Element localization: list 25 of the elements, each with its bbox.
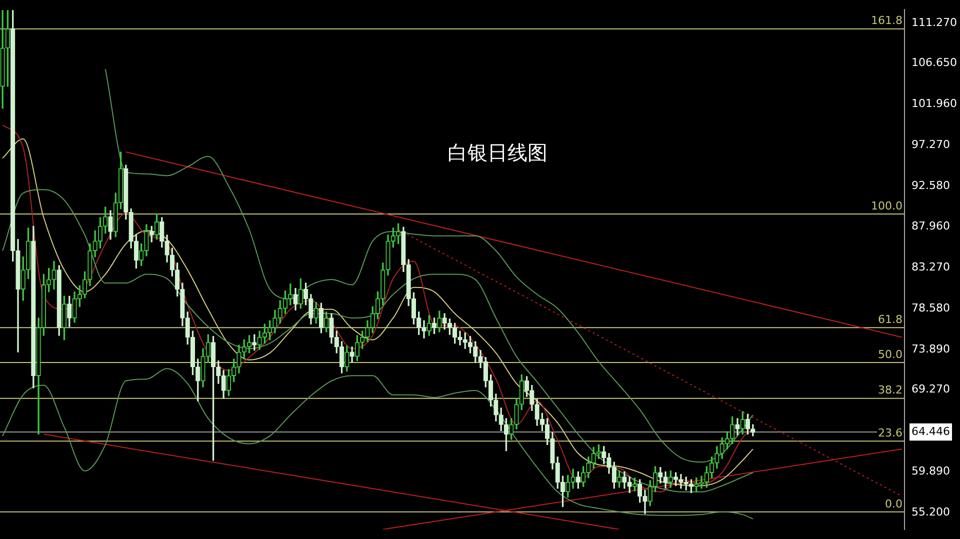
line-series: [2, 368, 754, 520]
annotation: 38.2: [878, 384, 903, 397]
y-tick-label: 92.580: [912, 179, 950, 192]
y-tick-label: 87.960: [912, 219, 950, 232]
y-tick-label: 64.446: [912, 424, 950, 438]
text: 白银日线图: [447, 140, 548, 164]
annotation: 23.6: [878, 426, 903, 440]
y-tick-label: 55.200: [912, 506, 950, 519]
annotation: 61.8: [878, 312, 903, 326]
y-tick-label: 78.580: [912, 301, 950, 314]
y-tick-label: 69.270: [912, 382, 950, 396]
y-tick-label: 73.890: [912, 342, 950, 356]
y-tick-label: 97.270: [912, 138, 950, 152]
annotation: 0.0: [885, 497, 903, 510]
y-tick-label: 59.890: [912, 464, 950, 478]
annotation: 161.8: [871, 14, 903, 28]
annotation: 100.0: [871, 199, 903, 212]
line-series: [2, 189, 754, 492]
candlestick: [422, 320, 426, 338]
y-tick-label: 106.650: [912, 56, 958, 70]
y-tick-label: 111.270: [912, 16, 958, 29]
line-series: [104, 68, 754, 463]
annotation: 50.0: [878, 348, 903, 361]
y-tick-label: 101.960: [912, 97, 958, 110]
y-tick-label: 83.270: [912, 260, 950, 274]
